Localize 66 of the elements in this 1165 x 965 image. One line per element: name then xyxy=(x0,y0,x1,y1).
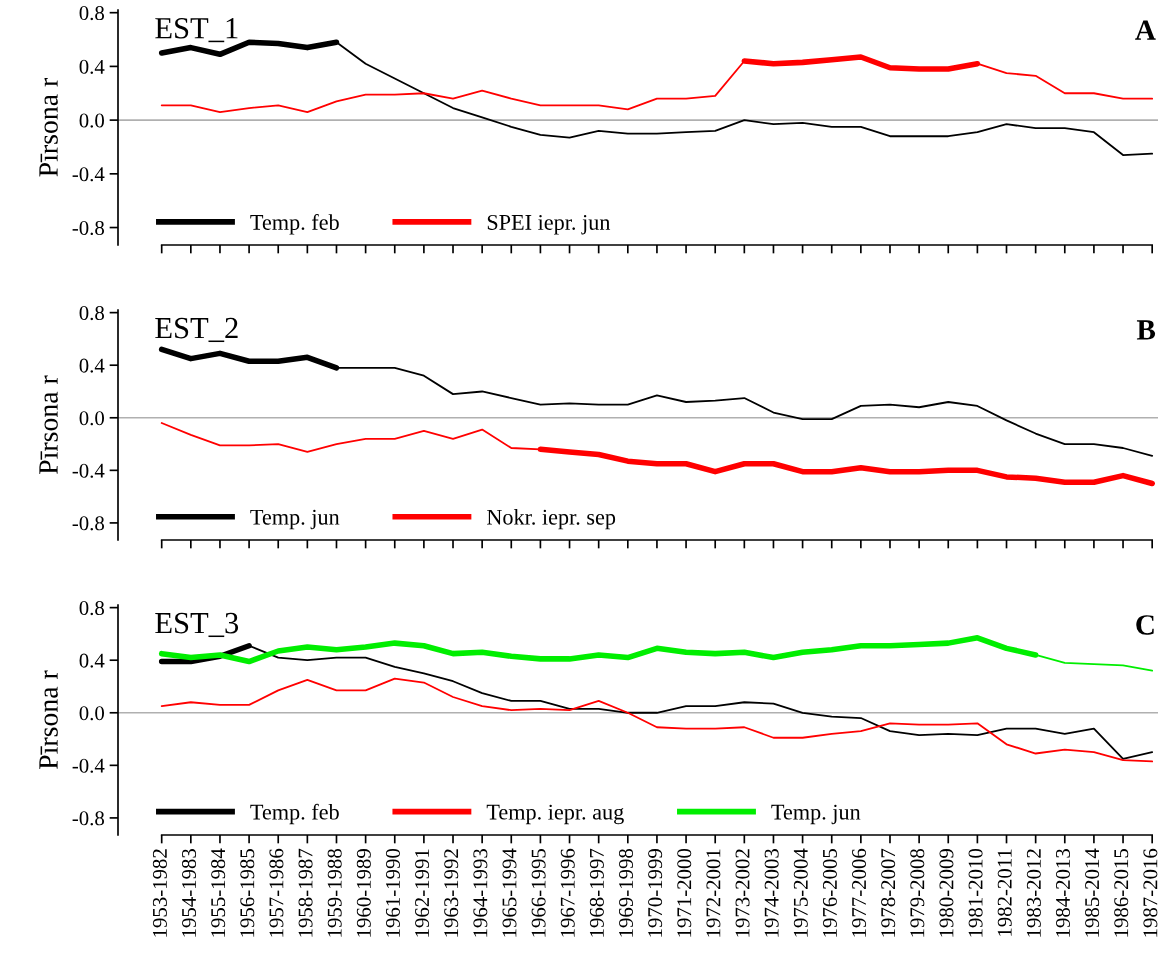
x-tick-label: 1979-2008 xyxy=(910,848,925,937)
chart-title: EST_1 xyxy=(155,18,238,43)
y-tick-label: 0.8 xyxy=(79,601,105,616)
x-tick-label: 1983-2012 xyxy=(1026,849,1041,937)
x-tick-label: 1982-2011 xyxy=(997,849,1012,936)
annotation: A xyxy=(1135,20,1156,40)
y-axis-title: Pīrsona r xyxy=(39,670,58,769)
legend-label: Temp. feb xyxy=(250,803,339,825)
x-tick-label: 1958-1987 xyxy=(298,848,313,937)
y-tick-label: -0.8 xyxy=(72,516,105,531)
y-tick-label: 0.0 xyxy=(79,113,105,128)
x-tick-label: 1955-1984 xyxy=(211,848,226,937)
x-tick-label: 1977-2006 xyxy=(852,848,867,937)
chart-title: EST_3 xyxy=(155,612,239,638)
chart-title: EST_2 xyxy=(155,317,238,343)
x-tick-label: 1954-1983 xyxy=(181,849,197,937)
x-tick-label: 1976-2005 xyxy=(822,849,837,937)
x-tick-label: 1975-2004 xyxy=(793,848,808,937)
x-tick-label: 1962-1991 xyxy=(415,849,430,937)
x-tick-label: 1957-1986 xyxy=(269,848,284,937)
x-tick-label: 1970-1999 xyxy=(648,849,663,937)
x-tick-label: 1980-2009 xyxy=(939,849,954,937)
x-tick-label: 1959-1988 xyxy=(327,848,342,937)
x-tick-label: 1972-2001 xyxy=(706,849,721,937)
x-tick-label: 1960-1989 xyxy=(356,849,371,937)
y-tick-label: 0.8 xyxy=(79,306,105,321)
legend-label: Temp. iepr. aug xyxy=(486,804,624,825)
x-tick-label: 1974-2003 xyxy=(764,849,779,937)
x-tick-label: 1981-2010 xyxy=(968,848,983,937)
x-tick-label: 1986-2015 xyxy=(1114,849,1129,937)
y-tick-label: -0.4 xyxy=(72,758,105,773)
y-axis-title: Pīrsona r xyxy=(39,77,58,177)
x-tick-label: 1963-1992 xyxy=(444,849,459,937)
legend-label: SPEI iepr. jun xyxy=(487,214,611,235)
x-tick-label: 1971-2000 xyxy=(677,848,692,937)
x-tick-label: 1953-1982 xyxy=(152,849,167,937)
x-tick-label: 1987-2016 xyxy=(1143,848,1158,937)
x-tick-label: 1966-1995 xyxy=(531,849,546,937)
x-tick-label: 1969-1998 xyxy=(618,848,634,937)
annotation: C xyxy=(1136,615,1154,635)
legend-label: Temp. jun xyxy=(771,804,861,825)
x-tick-label: 1985-2014 xyxy=(1085,848,1100,937)
x-tick-label: 1968-1997 xyxy=(589,848,604,937)
y-tick-label: 0.4 xyxy=(79,358,105,373)
y-tick-label: 0.0 xyxy=(79,411,105,426)
y-tick-label: -0.8 xyxy=(72,220,105,236)
annotation: B xyxy=(1136,320,1156,340)
y-tick-label: 0.4 xyxy=(79,59,105,74)
x-tick-label: 1961-1990 xyxy=(385,848,400,937)
x-tick-label: 1984-2013 xyxy=(1055,849,1070,937)
y-tick-label: -0.4 xyxy=(72,167,105,182)
y-axis-title: Pīrsona r xyxy=(39,375,58,474)
x-tick-label: 1956-1985 xyxy=(240,849,255,937)
x-tick-label: 1978-2007 xyxy=(881,848,896,937)
legend-label: Temp. jun xyxy=(250,509,340,530)
x-tick-label: 1967-1996 xyxy=(560,848,575,937)
y-tick-label: -0.4 xyxy=(72,463,105,478)
x-tick-label: 1965-1994 xyxy=(502,848,517,937)
legend-label: Nokr. iepr. sep xyxy=(487,509,616,530)
x-tick-label: 1964-1993 xyxy=(473,849,488,937)
y-tick-label: 0.4 xyxy=(79,653,105,668)
x-tick-label: 1973-2002 xyxy=(735,849,750,937)
y-tick-label: -0.8 xyxy=(72,811,105,826)
legend-label: Temp. feb xyxy=(250,214,339,235)
y-tick-label: 0.8 xyxy=(79,6,105,21)
y-tick-label: 0.0 xyxy=(79,706,105,721)
